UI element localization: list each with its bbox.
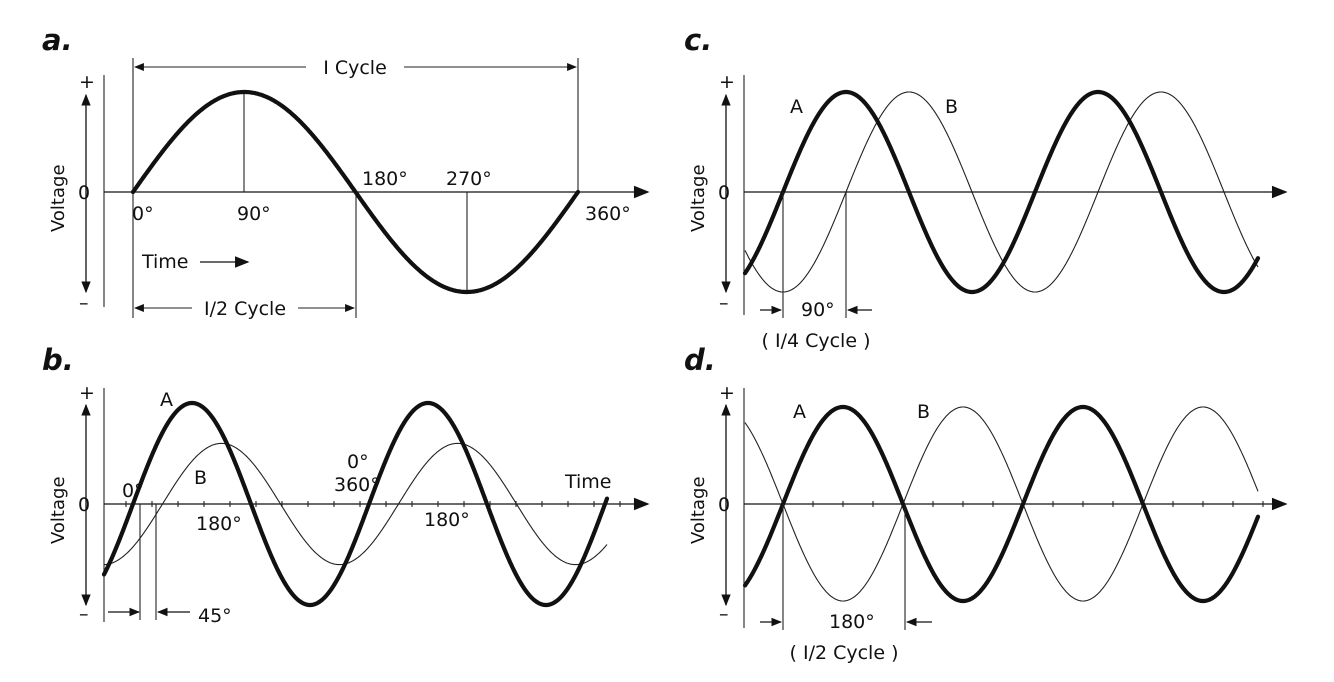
- panel-a: a. + – 0 Voltage I Cycle I/2 Cycle Time …: [42, 23, 650, 320]
- panel-a-sine-wave: [130, 89, 581, 295]
- panel-b-wave-b: [104, 442, 608, 566]
- panel-a-half-cycle-label: I/2 Cycle: [204, 298, 286, 320]
- panel-c-wave-b: [744, 91, 1259, 293]
- panel-c-plus: +: [719, 71, 735, 93]
- panel-d-wave-b-label: B: [917, 401, 930, 423]
- panel-d-minus: –: [719, 603, 729, 625]
- panel-b-deg180-1: 180°: [196, 513, 242, 535]
- panel-a-zero: 0: [78, 182, 90, 204]
- panel-d-zero: 0: [718, 494, 730, 516]
- panel-c-letter: c.: [684, 23, 712, 57]
- panel-a-time-label: Time: [141, 251, 189, 273]
- panel-b-letter: b.: [42, 343, 74, 377]
- panel-b-voltage-label: Voltage: [48, 476, 69, 544]
- panel-b-wave-a-label: A: [160, 389, 173, 411]
- panel-a-deg360: 360°: [585, 203, 631, 225]
- panel-b-minus: –: [79, 603, 89, 625]
- panel-d-letter: d.: [684, 343, 716, 377]
- panel-d: d. + – 0 Voltage 180° ( I/2 Cycle ) A B: [684, 343, 1288, 664]
- panel-a-minus: –: [79, 292, 89, 314]
- panel-c-phase-label: 90°: [801, 299, 835, 321]
- panel-b-wave-a: [101, 400, 610, 608]
- panel-c-wave-b-label: B: [945, 96, 958, 118]
- panel-c: c. + – 0 Voltage 90° ( I/4 Cycle ) A B: [684, 23, 1288, 352]
- panel-d-phase-label: 180°: [829, 611, 875, 633]
- panel-a-letter: a.: [42, 23, 73, 57]
- panel-d-phase-cycle: ( I/2 Cycle ): [790, 642, 899, 664]
- panel-a-deg90: 90°: [237, 203, 271, 225]
- panel-c-wave-a-label: A: [790, 96, 803, 118]
- panel-b-deg180-2: 180°: [424, 509, 470, 531]
- panel-c-wave-a: [742, 89, 1261, 295]
- panel-a-deg270: 270°: [446, 168, 492, 190]
- panel-b-time-label: Time: [564, 471, 612, 493]
- panel-a-deg0: 0°: [132, 203, 154, 225]
- panel-c-phase-cycle: ( I/4 Cycle ): [762, 330, 871, 352]
- panel-a-voltage-label: Voltage: [48, 164, 69, 232]
- panel-d-voltage-label: Voltage: [688, 476, 709, 544]
- panel-d-wave-a: [742, 404, 1261, 604]
- panel-b-deg0-2: 0°: [347, 451, 369, 473]
- panel-c-zero: 0: [718, 182, 730, 204]
- panel-d-wave-a-label: A: [793, 401, 806, 423]
- panel-d-plus: +: [719, 382, 735, 404]
- panel-b-plus: +: [79, 382, 95, 404]
- panel-a-plus: +: [79, 71, 95, 93]
- panel-d-wave-b: [744, 406, 1259, 602]
- panel-b-phase-label: 45°: [198, 605, 232, 627]
- panel-b-zero: 0: [78, 494, 90, 516]
- panel-b: b. + – 0 Voltage 45° A B 0° 180° 0° 360°…: [42, 343, 650, 627]
- panel-b-deg360: 360°: [334, 474, 380, 496]
- panel-b-deg0: 0°: [122, 480, 144, 502]
- panel-a-cycle-label: I Cycle: [323, 57, 387, 79]
- panel-a-deg180: 180°: [362, 168, 408, 190]
- panel-c-voltage-label: Voltage: [688, 164, 709, 232]
- panel-c-minus: –: [719, 292, 729, 314]
- panel-b-wave-b-label: B: [194, 467, 207, 489]
